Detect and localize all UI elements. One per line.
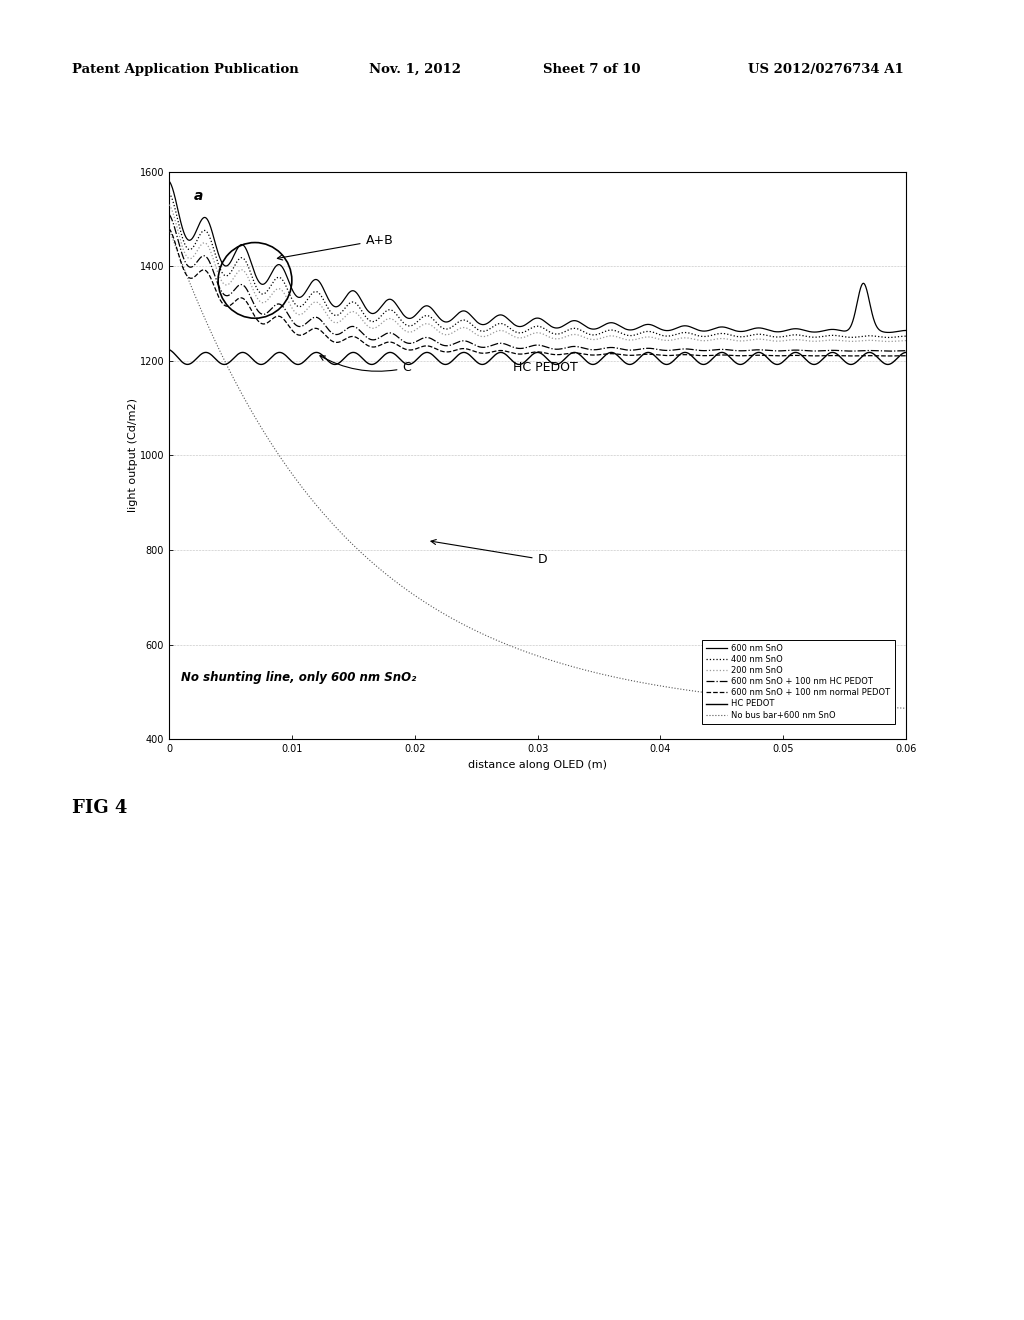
HC PEDOT (900, 345, 912, 360)
600 nm SnO (698, 323, 711, 339)
600 nm SnO + 100 nm normal PEDOT (472, 345, 484, 360)
Line: 600 nm SnO + 100 nm normal PEDOT: 600 nm SnO + 100 nm normal PEDOT (169, 228, 906, 356)
Line: 600 nm SnO + 100 nm HC PEDOT: 600 nm SnO + 100 nm HC PEDOT (169, 214, 906, 351)
600 nm SnO + 100 nm normal PEDOT (478, 346, 490, 362)
200 nm SnO (472, 327, 484, 343)
600 nm SnO + 100 nm HC PEDOT (878, 343, 890, 359)
Text: A+B: A+B (278, 234, 393, 260)
400 nm SnO (878, 330, 890, 346)
Text: FIG 4: FIG 4 (72, 799, 127, 817)
Line: 600 nm SnO: 600 nm SnO (169, 181, 906, 333)
600 nm SnO (900, 322, 912, 338)
200 nm SnO (478, 329, 490, 345)
Line: HC PEDOT: HC PEDOT (169, 350, 906, 364)
Text: Nov. 1, 2012: Nov. 1, 2012 (369, 63, 461, 75)
200 nm SnO (513, 330, 525, 346)
600 nm SnO + 100 nm HC PEDOT (513, 341, 525, 356)
600 nm SnO (878, 323, 890, 339)
Text: Sheet 7 of 10: Sheet 7 of 10 (543, 63, 640, 75)
No bus bar+600 nm SnO (698, 685, 711, 701)
400 nm SnO (163, 185, 175, 201)
HC PEDOT (698, 356, 711, 372)
400 nm SnO (698, 329, 711, 345)
No bus bar+600 nm SnO (878, 700, 890, 715)
Text: a: a (194, 189, 203, 203)
600 nm SnO + 100 nm HC PEDOT (900, 343, 912, 359)
200 nm SnO (841, 333, 853, 348)
Line: 400 nm SnO: 400 nm SnO (169, 193, 906, 338)
600 nm SnO + 100 nm normal PEDOT (883, 348, 895, 364)
No bus bar+600 nm SnO (472, 624, 484, 640)
600 nm SnO + 100 nm normal PEDOT (163, 220, 175, 236)
600 nm SnO + 100 nm HC PEDOT (883, 343, 895, 359)
200 nm SnO (698, 333, 711, 348)
200 nm SnO (900, 333, 912, 348)
600 nm SnO + 100 nm normal PEDOT (900, 348, 912, 364)
600 nm SnO + 100 nm HC PEDOT (841, 343, 853, 359)
HC PEDOT (878, 355, 890, 371)
Line: No bus bar+600 nm SnO: No bus bar+600 nm SnO (169, 228, 906, 709)
400 nm SnO (513, 325, 525, 341)
No bus bar+600 nm SnO (900, 701, 912, 717)
HC PEDOT (163, 342, 175, 358)
Text: No shunting line, only 600 nm SnO₂: No shunting line, only 600 nm SnO₂ (181, 671, 417, 684)
600 nm SnO (478, 317, 490, 333)
400 nm SnO (478, 323, 490, 339)
400 nm SnO (841, 329, 853, 345)
400 nm SnO (883, 330, 895, 346)
No bus bar+600 nm SnO (163, 220, 175, 236)
600 nm SnO (472, 315, 484, 331)
600 nm SnO (513, 318, 525, 334)
200 nm SnO (883, 334, 895, 350)
Text: Patent Application Publication: Patent Application Publication (72, 63, 298, 75)
600 nm SnO + 100 nm normal PEDOT (513, 346, 525, 362)
HC PEDOT (882, 356, 894, 372)
600 nm SnO + 100 nm HC PEDOT (698, 343, 711, 359)
HC PEDOT (472, 355, 484, 371)
Text: HC PEDOT: HC PEDOT (513, 362, 578, 375)
400 nm SnO (472, 322, 484, 338)
600 nm SnO (163, 173, 175, 189)
Text: C: C (319, 355, 412, 375)
600 nm SnO + 100 nm normal PEDOT (698, 347, 711, 363)
Line: 200 nm SnO: 200 nm SnO (169, 205, 906, 342)
X-axis label: distance along OLED (m): distance along OLED (m) (468, 759, 607, 770)
200 nm SnO (163, 197, 175, 213)
HC PEDOT (841, 355, 853, 371)
Y-axis label: light output (Cd/m2): light output (Cd/m2) (128, 399, 138, 512)
No bus bar+600 nm SnO (841, 697, 853, 713)
No bus bar+600 nm SnO (513, 642, 525, 657)
400 nm SnO (900, 329, 912, 345)
600 nm SnO + 100 nm HC PEDOT (478, 339, 490, 355)
HC PEDOT (478, 356, 490, 372)
600 nm SnO + 100 nm normal PEDOT (841, 348, 853, 364)
600 nm SnO + 100 nm HC PEDOT (472, 339, 484, 355)
No bus bar+600 nm SnO (478, 627, 490, 643)
600 nm SnO + 100 nm normal PEDOT (878, 348, 890, 364)
600 nm SnO (883, 325, 895, 341)
600 nm SnO (841, 322, 853, 338)
200 nm SnO (878, 334, 890, 350)
600 nm SnO + 100 nm HC PEDOT (163, 206, 175, 222)
Legend: 600 nm SnO, 400 nm SnO, 200 nm SnO, 600 nm SnO + 100 nm HC PEDOT, 600 nm SnO + 1: 600 nm SnO, 400 nm SnO, 200 nm SnO, 600 … (702, 640, 895, 723)
Text: US 2012/0276734 A1: US 2012/0276734 A1 (748, 63, 903, 75)
HC PEDOT (513, 356, 525, 372)
Text: D: D (431, 540, 547, 566)
